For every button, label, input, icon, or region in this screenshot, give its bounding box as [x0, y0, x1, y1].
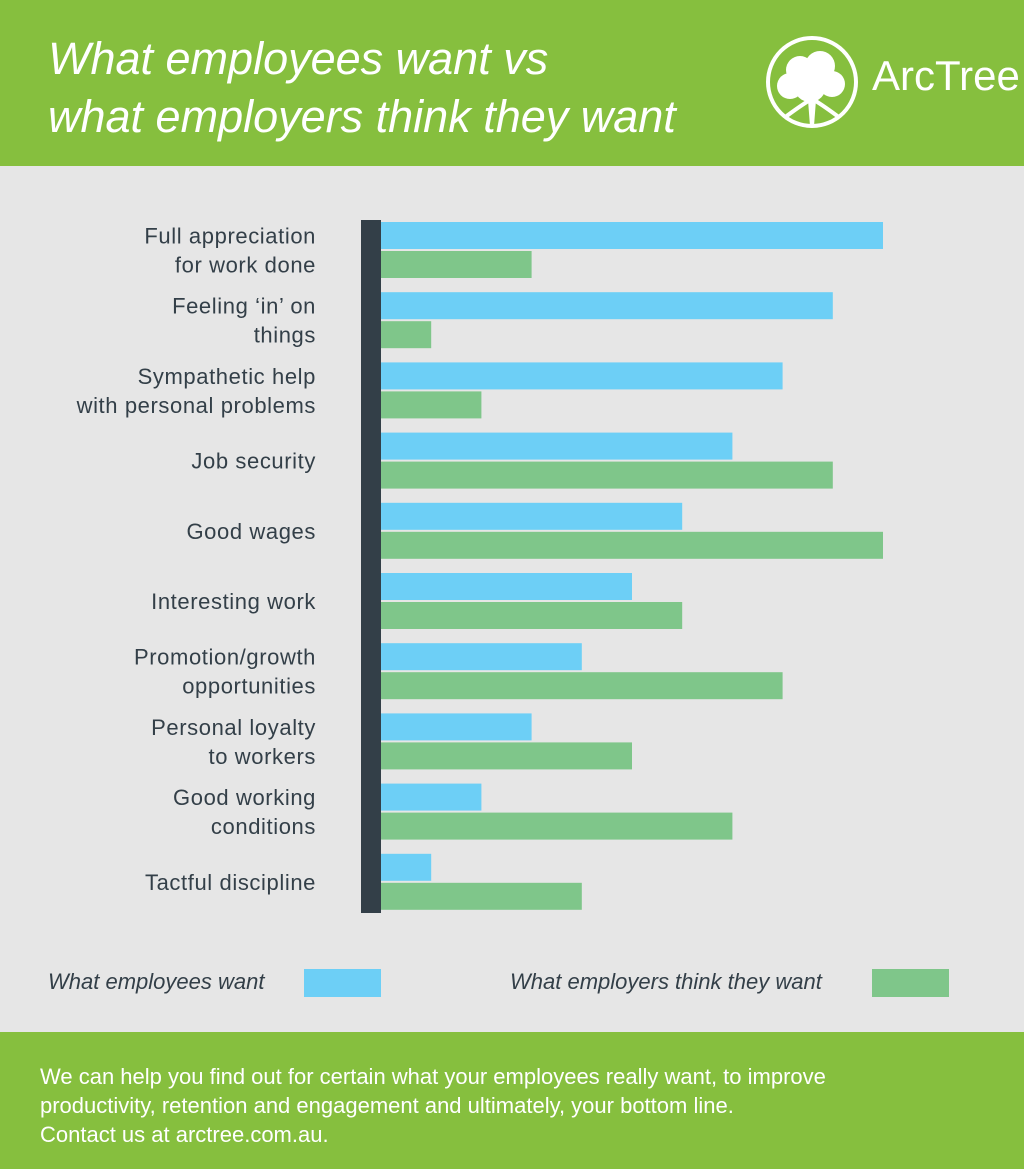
- category-label-1: Feeling ‘in’ on things: [172, 294, 316, 348]
- title-line-2: what employers think they want: [48, 91, 676, 142]
- bar-employers-4: [381, 531, 883, 559]
- tree-logo-icon: [766, 36, 858, 128]
- bar-employees-4: [381, 502, 683, 530]
- bar-employees-0: [381, 222, 883, 249]
- legend-swatch-employees: [304, 969, 381, 997]
- category-label-7: Personal loyalty to workers: [151, 715, 316, 769]
- category-label-line: opportunities: [182, 674, 316, 699]
- bar-employees-9: [381, 853, 432, 881]
- page-title: What employees want vs what employers th…: [48, 30, 676, 146]
- category-label-line: Job security: [191, 449, 316, 474]
- category-label-line: Tactful discipline: [145, 870, 316, 895]
- category-label-4: Good wages: [186, 519, 316, 544]
- bar-employees-5: [381, 573, 632, 600]
- category-label-line: things: [254, 323, 316, 348]
- category-label-3: Job security: [191, 449, 316, 474]
- bar-employees-8: [381, 783, 482, 811]
- bar-employees-3: [381, 432, 733, 460]
- bar-employers-6: [381, 672, 783, 700]
- comparison-bar-chart: Full appreciation for work done Feeling ‘i…: [76, 220, 883, 913]
- bar-employees-2: [381, 362, 783, 390]
- bar-employers-2: [381, 391, 482, 419]
- footer-banner: We can help you find out for certain wha…: [0, 1032, 1024, 1169]
- category-label-2: Sympathetic help with personal problems: [76, 364, 316, 418]
- chart-axis-bar: [361, 220, 381, 913]
- legend-swatch-employers: [872, 969, 949, 997]
- category-label-line: Good working: [173, 785, 316, 810]
- arctree-logo[interactable]: ArcTree: [764, 34, 1020, 130]
- category-label-line: Feeling ‘in’ on: [172, 294, 316, 319]
- bar-employers-5: [381, 602, 683, 629]
- category-label-6: Promotion/growth opportunities: [134, 645, 316, 699]
- header-banner: What employees want vs what employers th…: [0, 0, 1024, 166]
- bar-employers-8: [381, 812, 733, 840]
- category-label-5: Interesting work: [151, 589, 316, 614]
- footer-line-1: We can help you find out for certain wha…: [40, 1064, 826, 1089]
- category-label-line: Personal loyalty: [151, 715, 316, 740]
- bar-employers-0: [381, 251, 532, 278]
- footer-message: We can help you find out for certain wha…: [40, 1062, 1000, 1149]
- category-label-line: Sympathetic help: [138, 364, 316, 389]
- category-label-line: to workers: [209, 744, 316, 769]
- category-label-line: for work done: [175, 253, 316, 278]
- bar-employees-6: [381, 643, 582, 671]
- bar-employees-7: [381, 713, 532, 741]
- title-line-1: What employees want vs: [48, 33, 549, 84]
- category-label-8: Good working conditions: [173, 785, 316, 839]
- category-label-9: Tactful discipline: [145, 870, 316, 895]
- bar-employees-1: [381, 292, 833, 320]
- category-label-line: Interesting work: [151, 589, 316, 614]
- category-label-line: Full appreciation: [144, 224, 316, 249]
- category-label-0: Full appreciation for work done: [144, 224, 316, 278]
- category-label-line: Promotion/growth: [134, 645, 316, 670]
- footer-line-2: productivity, retention and engagement a…: [40, 1093, 734, 1118]
- category-label-line: Good wages: [186, 519, 316, 544]
- legend-label-employees: What employees want: [48, 969, 265, 994]
- category-label-line: with personal problems: [76, 393, 316, 418]
- bar-employers-1: [381, 321, 432, 349]
- bar-employers-9: [381, 882, 582, 910]
- bar-employers-7: [381, 742, 632, 770]
- logo-name: ArcTree: [872, 52, 1020, 99]
- bar-employers-3: [381, 461, 833, 489]
- footer-line-3[interactable]: Contact us at arctree.com.au.: [40, 1122, 329, 1147]
- category-label-line: conditions: [211, 814, 316, 839]
- legend-label-employers: What employers think they want: [510, 969, 822, 994]
